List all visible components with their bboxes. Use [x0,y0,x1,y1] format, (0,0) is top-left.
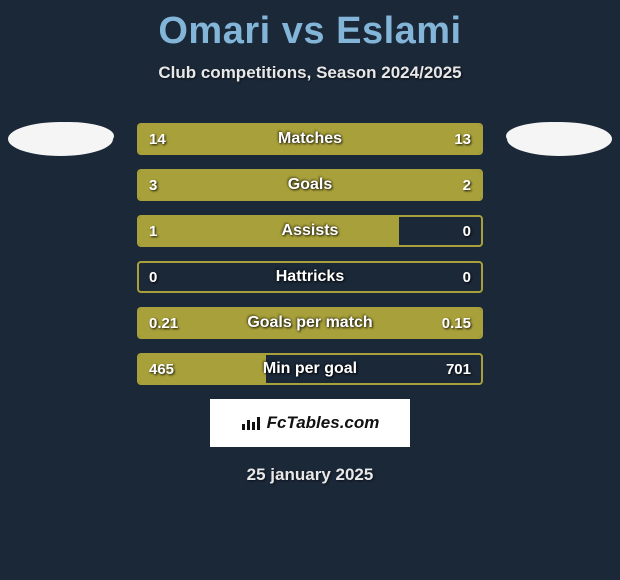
subtitle: Club competitions, Season 2024/2025 [0,63,620,83]
stat-value-right: 701 [446,355,471,383]
stat-row: 1Assists0 [137,215,483,247]
logo-text: FcTables.com [267,413,380,433]
chart-icon [241,415,261,431]
player1-name: Omari [158,10,270,52]
player1-avatar [8,122,113,156]
stat-value-right: 2 [463,171,471,199]
comparison-title: Omari vs Eslami [0,0,620,53]
stat-value-right: 0 [463,263,471,291]
stat-value-right: 0.15 [442,309,471,337]
stat-row: 0.21Goals per match0.15 [137,307,483,339]
player2-name: Eslami [336,10,462,52]
stat-label: Assists [139,217,481,245]
stat-value-right: 13 [454,125,471,153]
stat-label: Min per goal [139,355,481,383]
player2-avatar [507,122,612,156]
stat-row: 14Matches13 [137,123,483,155]
player2-club-avatar [506,122,596,150]
stat-row: 0Hattricks0 [137,261,483,293]
stat-label: Goals per match [139,309,481,337]
player1-club-avatar [24,122,114,150]
stat-value-right: 0 [463,217,471,245]
stat-label: Goals [139,171,481,199]
stat-row: 465Min per goal701 [137,353,483,385]
stat-label: Hattricks [139,263,481,291]
stats-bars: 14Matches133Goals21Assists00Hattricks00.… [137,123,483,385]
stat-label: Matches [139,125,481,153]
date-label: 25 january 2025 [0,465,620,485]
stat-row: 3Goals2 [137,169,483,201]
vs-label: vs [282,10,325,52]
fctables-logo[interactable]: FcTables.com [210,399,410,447]
